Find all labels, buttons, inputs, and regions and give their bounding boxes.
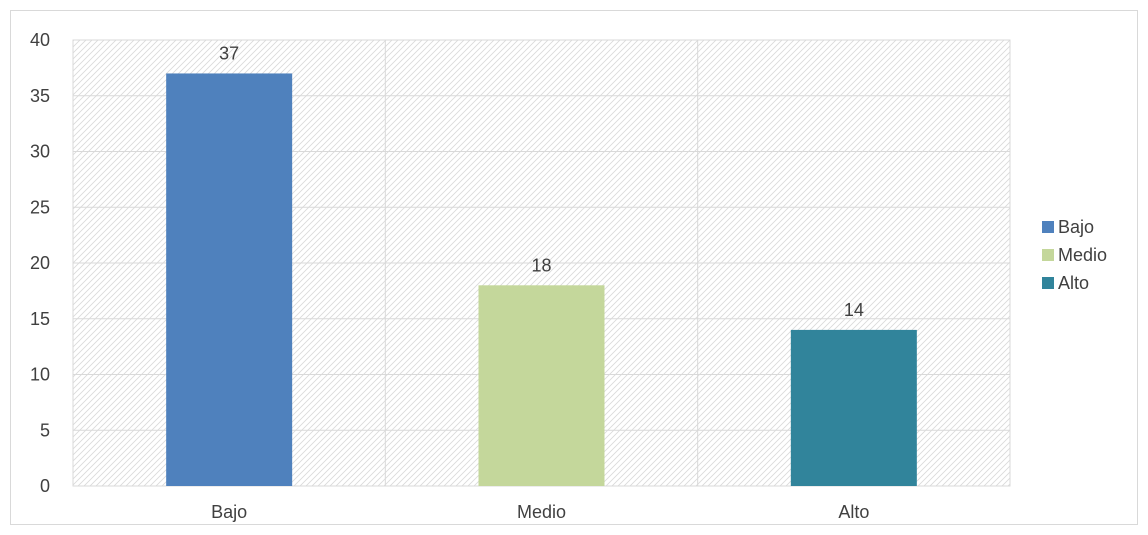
bar-medio xyxy=(478,285,605,486)
y-tick-label: 5 xyxy=(40,420,50,440)
y-tick-label: 25 xyxy=(30,197,50,217)
y-tick-label: 30 xyxy=(30,142,50,162)
y-tick-label: 40 xyxy=(30,30,50,50)
data-label-medio: 18 xyxy=(531,255,551,275)
legend-label: Medio xyxy=(1058,245,1107,265)
legend: Bajo Medio Alto xyxy=(1042,217,1107,293)
legend-swatch xyxy=(1042,221,1054,233)
y-tick-label: 20 xyxy=(30,253,50,273)
legend-swatch xyxy=(1042,277,1054,289)
legend-swatch xyxy=(1042,249,1054,261)
bar-bajo xyxy=(166,73,293,486)
y-tick-label: 10 xyxy=(30,365,50,385)
data-label-bajo: 37 xyxy=(219,43,239,63)
legend-item-bajo: Bajo xyxy=(1042,217,1094,237)
y-tick-label: 0 xyxy=(40,476,50,496)
bar-alto xyxy=(790,329,917,486)
data-labels: 37 18 14 xyxy=(219,43,864,319)
y-tick-label: 15 xyxy=(30,309,50,329)
data-label-alto: 14 xyxy=(844,300,864,320)
legend-label: Bajo xyxy=(1058,217,1094,237)
y-axis: 0 5 10 15 20 25 30 35 40 xyxy=(30,30,50,496)
x-tick-label: Bajo xyxy=(211,502,247,522)
bars xyxy=(166,73,917,486)
legend-item-medio: Medio xyxy=(1042,245,1107,265)
y-tick-label: 35 xyxy=(30,86,50,106)
x-axis: Bajo Medio Alto xyxy=(211,502,869,522)
legend-item-alto: Alto xyxy=(1042,273,1089,293)
legend-label: Alto xyxy=(1058,273,1089,293)
x-tick-label: Medio xyxy=(517,502,566,522)
x-tick-label: Alto xyxy=(838,502,869,522)
